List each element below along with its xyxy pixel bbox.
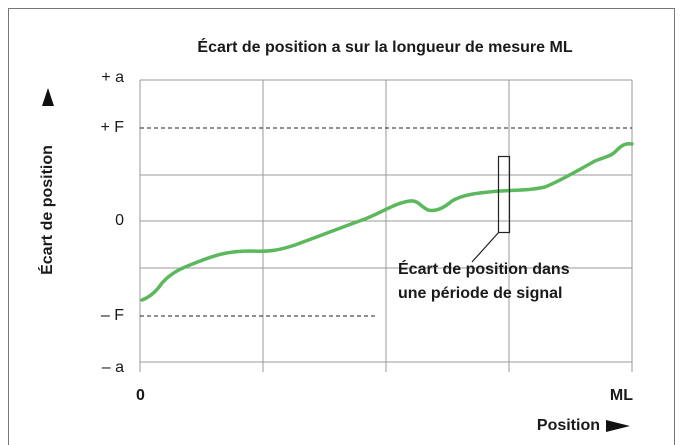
annotation-leader xyxy=(471,231,500,263)
y-tick-label: + F xyxy=(100,119,124,136)
y-tick-label: – F xyxy=(101,307,124,324)
y-arrow xyxy=(42,88,54,106)
grid xyxy=(139,79,633,372)
y-tick-label: 0 xyxy=(115,212,124,229)
annotation: Écart de position dans xyxy=(398,259,570,278)
annotation: une période de signal xyxy=(398,285,562,302)
x-start-label: 0 xyxy=(136,387,145,404)
frame xyxy=(8,8,675,445)
y-tick-label: + a xyxy=(101,69,124,86)
y-axis-label: Écart de position xyxy=(37,145,56,275)
signal-period-box xyxy=(497,155,511,234)
title: Écart de position a sur la longueur de m… xyxy=(197,37,572,56)
error-curve xyxy=(140,142,634,302)
x-axis-label: Position xyxy=(537,417,600,434)
y-tick-label: – a xyxy=(102,359,124,376)
x-end-label: ML xyxy=(610,387,633,404)
x-arrow xyxy=(606,420,630,432)
